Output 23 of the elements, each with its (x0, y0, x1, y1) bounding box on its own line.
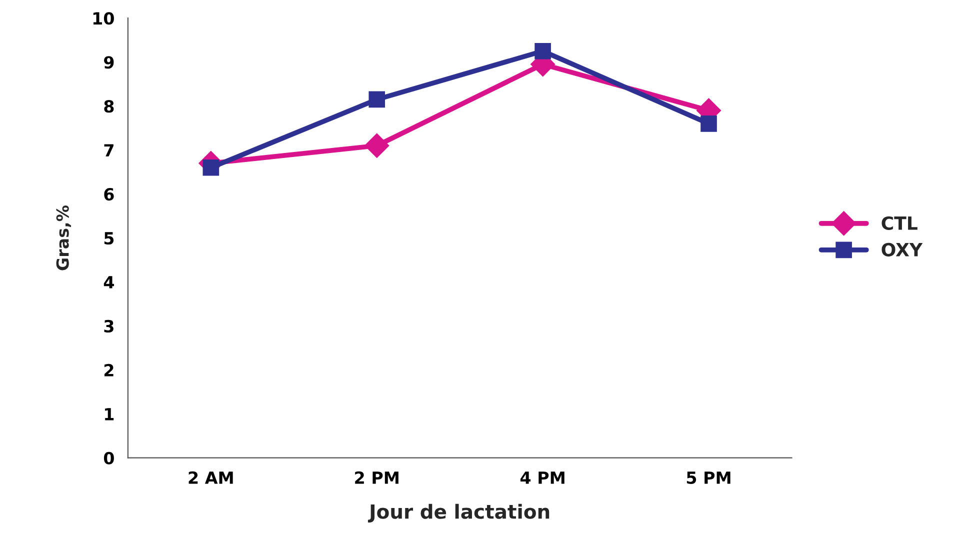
y-tick-label: 2 (104, 364, 114, 376)
point (368, 91, 386, 108)
y-tick-label: 10 (93, 12, 114, 25)
y-tick-label: 8 (104, 100, 114, 113)
point (364, 133, 390, 158)
x-tick-label: 5 PM (686, 472, 730, 484)
y-tick-label: 3 (104, 320, 114, 333)
y-tick-label: 5 (104, 232, 114, 245)
point (534, 42, 551, 60)
legend-label: OXY (882, 242, 923, 256)
legend-label: CTL (882, 216, 918, 230)
y-tick-label: 9 (104, 56, 114, 69)
y-tick-label: 6 (104, 188, 114, 201)
y-axis-title: Gras,% (56, 205, 72, 270)
y-tick-label: 1 (105, 408, 114, 420)
point (700, 116, 717, 132)
x-tick-label: 4 PM (520, 472, 564, 484)
y-tick-label: 4 (104, 276, 114, 288)
x-axis-title: Jour de lactation (368, 504, 550, 523)
y-tick-label: 7 (104, 144, 114, 156)
x-tick-label: 2 PM (355, 471, 398, 484)
x-tick-label: 2 AM (188, 471, 233, 484)
y-tick-label: 0 (104, 452, 114, 464)
